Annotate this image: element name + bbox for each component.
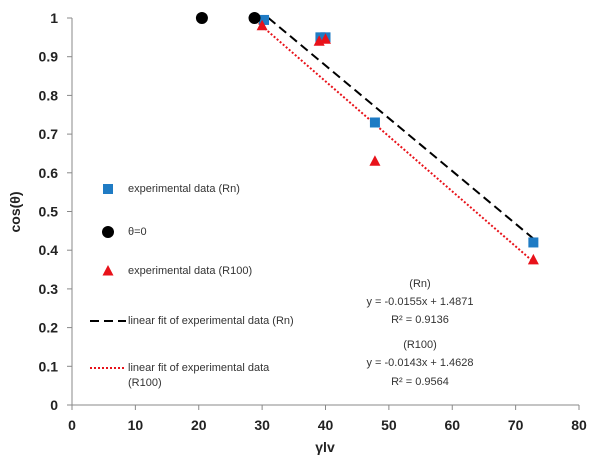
y-tick-label: 0.6 — [39, 165, 59, 181]
x-tick-label: 30 — [254, 417, 270, 433]
annotation: (R100) — [403, 339, 437, 351]
point — [103, 184, 113, 194]
legend-swatch — [102, 226, 114, 238]
y-tick-label: 0 — [50, 397, 58, 413]
legend-label: linear fit of experimental data (Rn) — [128, 315, 294, 327]
legend-swatch — [102, 265, 114, 276]
legend-item: linear fit of experimental data (R100) — [88, 361, 298, 391]
point — [369, 117, 380, 128]
x-tick-label: 80 — [571, 417, 587, 433]
point — [315, 32, 326, 43]
y-tick-label: 0.4 — [39, 242, 59, 258]
y-tick-label: 0.3 — [39, 281, 59, 297]
x-axis-title: γlv — [315, 439, 335, 455]
x-tick-label: 40 — [318, 417, 334, 433]
legend-label: linear fit of experimental data (R100) — [128, 362, 270, 389]
y-tick-label: 0.2 — [39, 320, 59, 336]
point — [527, 253, 539, 265]
fit-line — [251, 17, 535, 263]
y-tick-label: 0.5 — [39, 204, 59, 220]
point — [320, 33, 331, 44]
legend-swatch — [103, 184, 113, 194]
legend-label: experimental data (Rn) — [128, 183, 240, 195]
point — [195, 12, 208, 24]
point — [369, 155, 381, 166]
point — [102, 226, 114, 238]
point — [259, 14, 270, 25]
annotation: R² = 0.9564 — [391, 376, 449, 388]
x-tick-label: 70 — [508, 417, 524, 433]
point — [256, 19, 268, 31]
fit-line — [267, 17, 535, 240]
legend-item: linear fit of experimental data (Rn) — [88, 314, 298, 329]
x-tick-label: 50 — [381, 417, 397, 433]
point — [528, 237, 539, 248]
x-tick-label: 20 — [191, 417, 207, 433]
x-tick-label: 60 — [444, 417, 460, 433]
x-tick-label: 0 — [68, 417, 76, 433]
annotation: (Rn) — [409, 278, 430, 290]
y-axis-title: cos(θ) — [7, 191, 23, 232]
y-tick-label: 1 — [50, 10, 58, 26]
legend-item: θ=0 — [88, 225, 298, 240]
legend-item: experimental data (R100) — [88, 264, 298, 279]
legend-item: experimental data (Rn) — [88, 182, 298, 197]
x-tick-label: 10 — [128, 417, 144, 433]
y-tick-label: 0.9 — [39, 49, 59, 65]
y-tick-label: 0.1 — [39, 358, 59, 374]
legend-swatch — [90, 320, 126, 322]
y-tick-label: 0.7 — [39, 126, 59, 142]
legend-label: θ=0 — [128, 226, 147, 238]
point — [102, 265, 114, 276]
point — [248, 12, 261, 24]
annotation: y = -0.0155x + 1.4871 — [366, 296, 473, 308]
legend-label: experimental data (R100) — [128, 265, 253, 277]
annotation: R² = 0.9136 — [391, 314, 449, 326]
annotation: y = -0.0143x + 1.4628 — [366, 357, 473, 369]
legend-swatch — [90, 367, 126, 369]
y-tick-label: 0.8 — [39, 87, 59, 103]
